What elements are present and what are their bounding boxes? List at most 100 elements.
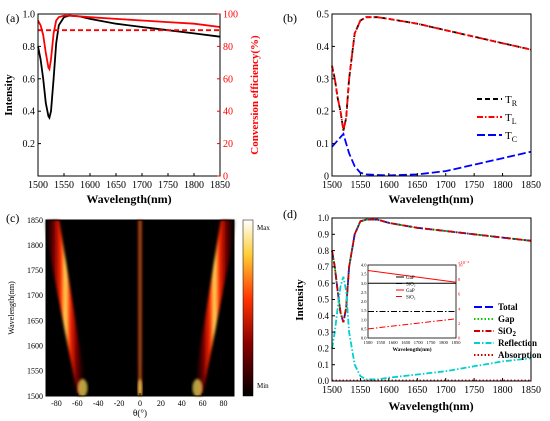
inset-ytick-left: 2.5 bbox=[361, 290, 367, 295]
inset-xtick-label: 1550 bbox=[376, 340, 386, 345]
heatmap-band-2 bbox=[192, 220, 237, 396]
b-xtick-label: 1600 bbox=[379, 180, 399, 191]
panel-label: (b) bbox=[283, 11, 297, 25]
b-ytick-label: 0.2 bbox=[317, 107, 330, 118]
legend-label-3: Reflection bbox=[498, 338, 537, 348]
legend-label-4: Absorption bbox=[498, 350, 542, 360]
x-axis-label: θ(°) bbox=[133, 408, 147, 418]
heatmap-band-hotspot-2 bbox=[192, 379, 203, 397]
heatmap-band-1 bbox=[136, 220, 144, 396]
series-line-0 bbox=[37, 14, 221, 120]
b-ytick-label: 0.1 bbox=[317, 139, 330, 150]
a-ytick-label: 0.8 bbox=[23, 42, 36, 53]
inset-series-2 bbox=[367, 270, 457, 283]
colorbar-min-label: Min bbox=[257, 382, 269, 390]
d-ytick-label: 0.1 bbox=[318, 360, 329, 370]
b-xtick-label: 1700 bbox=[436, 180, 456, 191]
inset-legend-label-1: SiO₂ bbox=[406, 282, 416, 287]
b-xtick-label: 1500 bbox=[322, 180, 342, 191]
inset-series-3 bbox=[367, 318, 457, 330]
c-xtick-label: 60 bbox=[199, 399, 207, 408]
a-ytick-label: 0.6 bbox=[23, 74, 36, 85]
a-ytick-label: 0 bbox=[223, 172, 228, 183]
a-ytick-label: 60 bbox=[223, 74, 233, 85]
inset-legend-label-3: SiO₂ bbox=[406, 295, 416, 300]
inset-xtick-label: 1800 bbox=[439, 340, 449, 345]
a-xtick-label: 1550 bbox=[54, 180, 74, 191]
c-ytick-label: 1550 bbox=[27, 367, 43, 376]
c-ytick-label: 1500 bbox=[27, 392, 43, 401]
y-axis-label-right: Conversion efficiency(%) bbox=[249, 35, 261, 155]
b-xtick-label: 1800 bbox=[493, 180, 513, 191]
panel-label: (d) bbox=[283, 207, 297, 221]
d-xtick-label: 1600 bbox=[379, 385, 399, 396]
d-ytick-label: 0.9 bbox=[318, 229, 330, 239]
heatmap-band-0 bbox=[43, 220, 88, 396]
inset-ytick-right: 6 bbox=[458, 292, 461, 297]
inset-xtick-label: 1600 bbox=[389, 340, 399, 345]
y-axis-label: Wavelength(nm) bbox=[7, 281, 16, 335]
b-xtick-label: 1850 bbox=[521, 180, 541, 191]
inset-ytick-left: 0.0 bbox=[361, 336, 367, 341]
c-ytick-label: 1650 bbox=[27, 316, 43, 325]
a-xtick-label: 1850 bbox=[210, 180, 230, 191]
inset-ytick-right: 8 bbox=[458, 277, 461, 282]
inset-ytick-left: 2.0 bbox=[361, 299, 367, 304]
c-ytick-label: 1700 bbox=[27, 291, 43, 300]
b-ytick-label: 0 bbox=[324, 172, 329, 183]
c-xtick-label: 80 bbox=[220, 399, 228, 408]
a-ytick-label: 1.0 bbox=[23, 10, 36, 21]
c-xtick-label: 0 bbox=[138, 399, 142, 408]
inset-ytick-right: 0 bbox=[458, 336, 461, 341]
b-ytick-label: 0.3 bbox=[317, 74, 330, 85]
d-ytick-label: 1.0 bbox=[318, 213, 330, 223]
legend-label-2: TC bbox=[505, 130, 517, 144]
a-ytick-label: 0.2 bbox=[23, 139, 36, 150]
inset-ytick-right: 10 bbox=[458, 263, 463, 268]
inset-xtick-label: 1500 bbox=[364, 340, 374, 345]
panel-label: (c) bbox=[6, 211, 19, 225]
c-ytick-label: 1750 bbox=[27, 266, 43, 275]
plot-frame bbox=[37, 13, 221, 177]
x-axis-label: Wavelength(nm) bbox=[388, 192, 473, 206]
d-ytick-label: 0.0 bbox=[318, 376, 330, 386]
inset-ytick-right: 2 bbox=[458, 321, 460, 326]
panel-label: (a) bbox=[6, 11, 19, 25]
inset-ytick-left: 1.0 bbox=[361, 317, 367, 322]
inset-xtick-label: 1850 bbox=[452, 340, 462, 345]
a-ytick-label: 20 bbox=[223, 139, 233, 150]
c-xtick-label: -40 bbox=[93, 399, 104, 408]
panel-d: (d)1500 1550 1600 1650 1700 1750 1800 18500.00.… bbox=[283, 207, 542, 413]
inset-xtick-label: 1750 bbox=[426, 340, 436, 345]
d-ytick-label: 0.4 bbox=[318, 311, 330, 321]
a-xtick-label: 1700 bbox=[132, 180, 152, 191]
a-ytick-label: 100 bbox=[223, 10, 238, 21]
d-ytick-label: 0.2 bbox=[318, 344, 329, 354]
c-ytick-label: 1600 bbox=[27, 342, 43, 351]
panel-b: (b) 1500 1550 1600 1650 1700 1750 1800 1850 0 0.1 0… bbox=[283, 10, 541, 207]
inset-xtick-label: 1700 bbox=[414, 340, 424, 345]
a-xtick-label: 1750 bbox=[158, 180, 178, 191]
y-axis-label: Intensity bbox=[294, 279, 306, 321]
inset-ytick-left: 4.0 bbox=[361, 263, 367, 268]
a-xtick-label: 1650 bbox=[106, 180, 126, 191]
b-ytick-label: 0.4 bbox=[317, 42, 330, 53]
d-xtick-label: 1550 bbox=[350, 385, 370, 396]
d-xtick-label: 1750 bbox=[464, 385, 484, 396]
a-xtick-label: 1800 bbox=[184, 180, 204, 191]
inset-legend-label-2: GaP bbox=[406, 289, 415, 294]
legend-label-0: TR bbox=[505, 94, 518, 108]
d-xtick-label: 1800 bbox=[493, 385, 513, 396]
legend-label-0: Total bbox=[498, 302, 518, 312]
legend-label-1: Gap bbox=[498, 314, 515, 324]
series-line-2 bbox=[331, 132, 532, 177]
a-xtick-label: 1600 bbox=[80, 180, 100, 191]
d-ytick-label: 0.8 bbox=[318, 246, 330, 256]
c-ytick-label: 1800 bbox=[27, 241, 43, 250]
a-xtick-label: 1500 bbox=[28, 180, 48, 191]
inset-right-exponent: ×10⁻⁴ bbox=[458, 260, 469, 265]
inset-x-axis-label: Wavelength(nm) bbox=[392, 346, 431, 353]
colorbar bbox=[242, 219, 254, 397]
x-axis-label: Wavelength(nm) bbox=[86, 192, 171, 206]
plot-frame bbox=[331, 13, 532, 177]
